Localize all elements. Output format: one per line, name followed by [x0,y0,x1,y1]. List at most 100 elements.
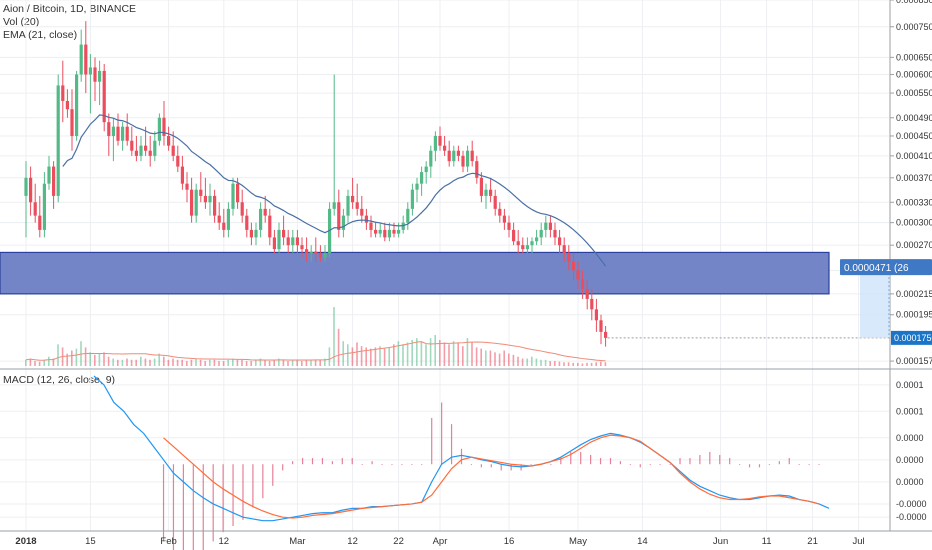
macd-histogram-bar [182,464,184,550]
candle-body [24,177,28,196]
macd-histogram-bar [580,451,582,465]
volume-bar [204,361,206,366]
candle-body [286,237,290,246]
candle-body [176,155,180,167]
macd-histogram-bar [441,402,443,465]
candle-body [305,249,309,254]
price-overlays: 0.0000471 (26 0.0001750 [607,259,932,345]
candle-body [530,241,534,246]
current-price-label: 0.0001750 [894,333,932,343]
time-tick-label: Apr [433,536,448,547]
macd-histogram-bar [212,464,214,542]
macd-histogram-bar [768,464,771,466]
macd-histogram-bar [619,461,622,465]
macd-histogram-bar [411,464,413,466]
support-zone[interactable] [0,251,830,295]
time-tick-label: 11 [762,536,772,547]
candle-body [567,253,571,262]
macd-tick-label: -0.0000 [896,499,927,509]
volume-bar [25,359,27,366]
candle-body [102,70,106,123]
volume-bar [324,358,326,366]
volume-bars [25,307,607,366]
volume-bar [255,359,257,366]
candle-body [383,229,387,238]
volume-bar [319,359,321,366]
macd-histogram-bar [659,464,661,466]
volume-bar [250,361,252,366]
volume-bar [494,352,496,366]
volume-bar [544,359,547,366]
volume-bar [337,328,340,366]
candle-body [507,222,511,230]
macd-histogram-bar [669,464,671,466]
time-tick-label: 15 [85,536,96,547]
candle-body [180,166,184,184]
volume-bar [236,359,239,366]
candle-body [153,140,157,156]
volume-bar [268,361,271,366]
volume-bar [232,358,234,366]
volume-bar [227,359,229,366]
volume-bar [98,353,101,366]
candle-body [594,309,598,321]
volume-bar [52,358,55,366]
candle-body [461,155,465,167]
volume-bar [554,361,556,366]
macd-histogram-bar [560,458,562,465]
volume-bar [443,342,446,366]
volume-bar [112,358,114,366]
candle-body [52,166,56,196]
candle-body [332,202,336,209]
volume-bar [558,361,561,366]
volume-bar [43,359,45,366]
macd-histogram-bar [470,464,473,466]
macd-histogram-bar [252,464,254,508]
candle-body [61,85,65,101]
volume-bar [328,347,331,366]
volume-bar [264,359,266,366]
time-tick-label: 12 [347,536,358,547]
candle-body [47,166,51,184]
candle-body [29,177,33,203]
macd-histogram-bar [719,454,721,465]
volume-bar [498,353,501,366]
volume-bar [278,358,280,366]
volume-bar [186,361,188,366]
volume-bar [535,358,538,366]
volume-bar [370,348,372,366]
candle-body [144,145,148,151]
candle-body [341,215,345,230]
macd-histogram-bar [778,461,780,465]
volume-bar [351,347,354,366]
volume-bar [130,359,133,366]
candle-body [489,189,493,196]
candle-body [590,298,594,310]
volume-bar [457,342,459,366]
volume-ma-line [25,341,606,362]
candle-body [456,150,460,156]
macd-histogram-bar [808,464,810,466]
candle-body [240,202,244,216]
macd-histogram-bar [292,461,294,465]
volume-bar [121,359,124,366]
candle-body [309,251,313,254]
macd-histogram-bar [321,458,324,465]
candle-body [157,117,161,141]
macd-histogram-bar [301,458,304,465]
time-tick-label: Mar [289,536,305,547]
macd-tick-label: 0.0000 [896,455,924,465]
candle-body [447,150,451,162]
candle-body [604,331,608,338]
macd-histogram-bar [570,451,572,465]
ema-line [62,114,607,267]
volume-bar [411,339,413,366]
candle-body [236,183,240,203]
candle-body [397,229,401,234]
volume-bar [531,356,533,366]
